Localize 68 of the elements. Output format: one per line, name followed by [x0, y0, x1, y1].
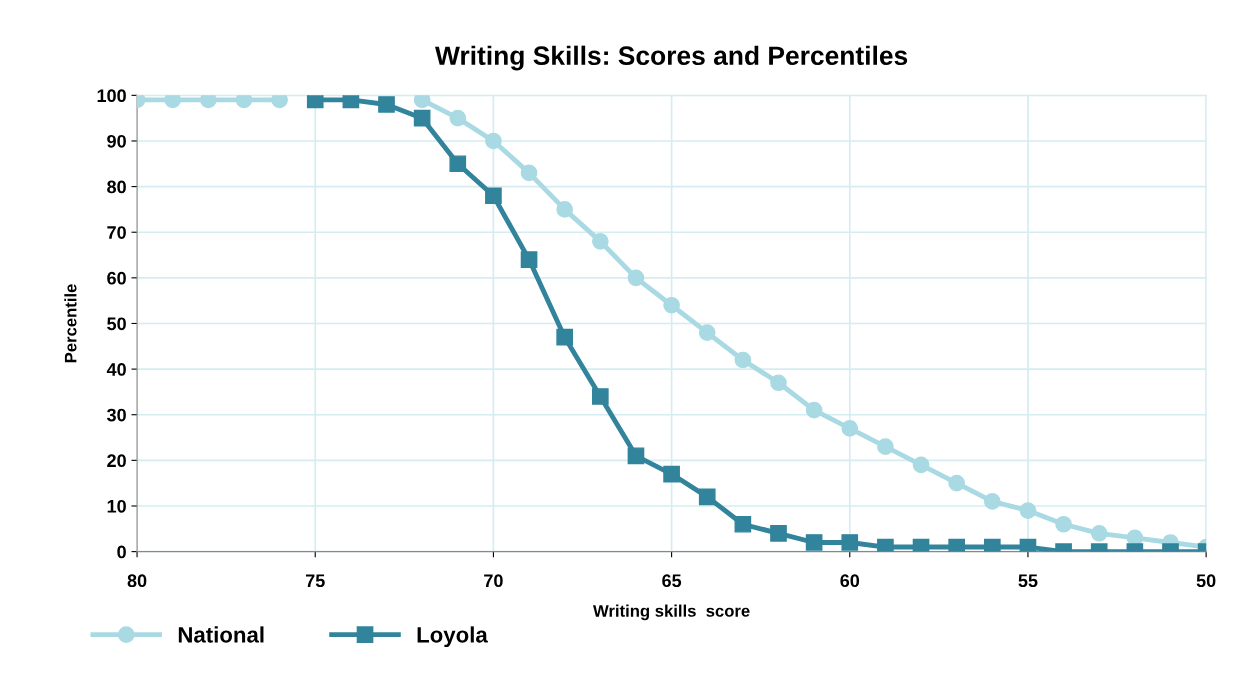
point: [770, 525, 787, 542]
point: [449, 109, 467, 127]
y-tick-label: 60: [107, 271, 126, 285]
point: [556, 328, 574, 346]
point: [520, 164, 538, 182]
x-tick-label: 65: [662, 574, 682, 588]
point: [520, 251, 538, 268]
point: [627, 269, 645, 287]
point: [591, 388, 609, 405]
point: [556, 201, 574, 218]
y-tick-label: 20: [107, 454, 126, 468]
point: [877, 538, 894, 552]
point: [912, 538, 930, 552]
point: [698, 324, 716, 341]
point: [841, 420, 859, 437]
point: [841, 534, 859, 551]
point: [627, 447, 645, 465]
point: [449, 155, 467, 173]
x-tick-label: 80: [127, 574, 147, 588]
legend-label: National: [178, 626, 264, 643]
chart-title: Writing Skills: Scores and Percentiles: [435, 45, 908, 71]
y-tick-label: 30: [106, 408, 126, 422]
x-tick-label: 50: [1196, 574, 1216, 588]
y-tick-label: 40: [106, 363, 126, 376]
point: [805, 534, 823, 551]
point: [983, 538, 1001, 552]
point: [1090, 525, 1108, 542]
x-tick-label: 60: [840, 574, 860, 588]
point: [591, 233, 609, 250]
point: [734, 351, 752, 369]
point: [485, 187, 502, 205]
y-tick-label: 0: [117, 545, 126, 559]
point: [912, 456, 930, 474]
point: [235, 95, 253, 109]
y-tick-label: 100: [97, 89, 126, 103]
y-tick-label: 80: [107, 180, 126, 194]
x-axis-title: Writing skills score: [593, 604, 750, 621]
point: [948, 538, 966, 552]
y-tick-label: 70: [107, 226, 126, 239]
point: [485, 132, 502, 150]
point: [413, 109, 431, 127]
point: [413, 95, 431, 109]
y-tick-label: 10: [107, 499, 126, 513]
point: [1055, 515, 1072, 533]
point: [199, 95, 217, 109]
point: [698, 488, 716, 506]
y-tick-label: 50: [107, 317, 126, 331]
y-tick-label: 90: [107, 134, 126, 148]
x-tick-label: 70: [484, 574, 503, 588]
point: [663, 465, 680, 483]
point: [164, 95, 182, 109]
point: [770, 374, 787, 392]
point: [306, 95, 324, 109]
legend-label: Loyola: [417, 626, 488, 648]
y-axis-title: Percentile: [64, 284, 77, 363]
x-tick-label: 55: [1018, 574, 1038, 588]
point: [805, 401, 823, 419]
point: [734, 515, 752, 533]
x-tick-label: 75: [305, 574, 325, 588]
point: [948, 474, 966, 492]
point: [877, 438, 894, 456]
point: [271, 95, 288, 109]
point: [663, 296, 680, 314]
point: [378, 96, 395, 113]
point: [983, 493, 1001, 510]
point: [1019, 502, 1037, 519]
point: [342, 95, 360, 109]
point: [1019, 538, 1037, 552]
